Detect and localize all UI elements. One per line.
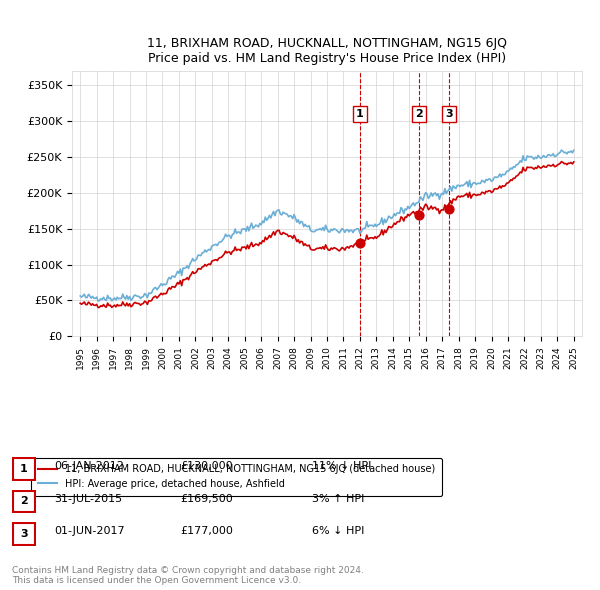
- Text: 3% ↑ HPI: 3% ↑ HPI: [312, 494, 364, 503]
- Text: £169,500: £169,500: [180, 494, 233, 503]
- Legend: 11, BRIXHAM ROAD, HUCKNALL, NOTTINGHAM, NG15 6JQ (detached house), HPI: Average : 11, BRIXHAM ROAD, HUCKNALL, NOTTINGHAM, …: [31, 458, 442, 496]
- FancyBboxPatch shape: [13, 523, 35, 545]
- Point: [355, 238, 365, 248]
- Text: 01-JUN-2017: 01-JUN-2017: [54, 526, 125, 536]
- Text: £130,000: £130,000: [180, 461, 233, 471]
- Title: 11, BRIXHAM ROAD, HUCKNALL, NOTTINGHAM, NG15 6JQ
Price paid vs. HM Land Registry: 11, BRIXHAM ROAD, HUCKNALL, NOTTINGHAM, …: [147, 38, 507, 65]
- Text: Contains HM Land Registry data © Crown copyright and database right 2024.: Contains HM Land Registry data © Crown c…: [12, 566, 364, 575]
- Point: [444, 205, 454, 214]
- Text: 1: 1: [20, 464, 28, 474]
- Text: This data is licensed under the Open Government Licence v3.0.: This data is licensed under the Open Gov…: [12, 576, 301, 585]
- Text: 11% ↓ HPI: 11% ↓ HPI: [312, 461, 371, 471]
- Text: £177,000: £177,000: [180, 526, 233, 536]
- Text: 06-JAN-2012: 06-JAN-2012: [54, 461, 124, 471]
- Text: 2: 2: [20, 497, 28, 506]
- FancyBboxPatch shape: [13, 458, 35, 480]
- Text: 2: 2: [415, 109, 422, 119]
- Point: [414, 210, 424, 219]
- Text: 3: 3: [445, 109, 453, 119]
- Text: 31-JUL-2015: 31-JUL-2015: [54, 494, 122, 503]
- Text: 3: 3: [20, 529, 28, 539]
- FancyBboxPatch shape: [13, 491, 35, 512]
- Text: 6% ↓ HPI: 6% ↓ HPI: [312, 526, 364, 536]
- Text: 1: 1: [356, 109, 364, 119]
